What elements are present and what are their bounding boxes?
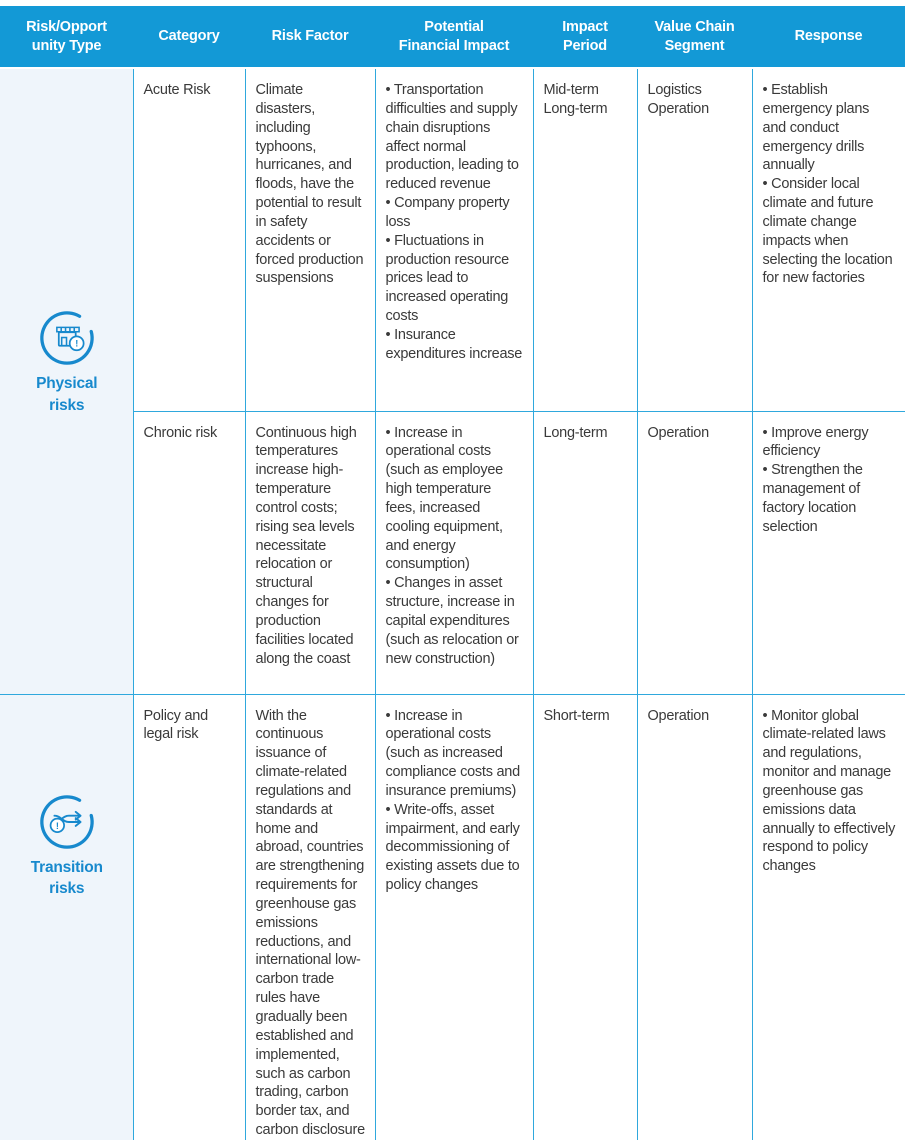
cell-impact-period: Short-term (532, 693, 638, 1140)
bullet-item: • Strengthen the management of factory l… (762, 462, 863, 535)
bullet-item: • Consider local climate and future clim… (762, 176, 893, 287)
row-chronic-risk: Chronic risk Continuous high temperature… (0, 410, 905, 695)
cell-risk-factor: Climate disasters, including typhoons, h… (244, 67, 376, 412)
cell-impact-period: Long-term (532, 410, 638, 695)
group-label-transition-risks: Transition risks (30, 858, 103, 898)
group-label-physical-risks: Physical risks (36, 375, 98, 414)
bullet-item: • Company property loss (385, 195, 510, 230)
header-category: Category (133, 6, 245, 69)
climate-risk-table: Risk/Opport unity Type Category Risk Fac… (0, 6, 905, 1140)
branching-arrows-alert-icon: ! (39, 794, 94, 849)
header-risk-factor: Risk Factor (245, 6, 375, 69)
svg-text:!: ! (75, 339, 78, 349)
cell-response: • Improve energy efficiency • Strengthen … (751, 410, 905, 695)
cell-value-chain: Operation (636, 693, 753, 1140)
group-cell-physical-risks: ! Physical risks (0, 67, 134, 695)
bullet-item: • Increase in operational costs (such as… (385, 424, 504, 573)
header-risk-opportunity-type: Risk/Opport unity Type (0, 6, 133, 69)
header-potential-financial-impact: Potential Financial Impact (375, 6, 533, 69)
cell-risk-factor: Continuous high temperatures increase hi… (244, 410, 376, 695)
svg-text:!: ! (56, 820, 59, 830)
group-cell-transition-risks: ! Transition risks (0, 693, 134, 1140)
cell-financial-impact: • Increase in operational costs (such as… (374, 410, 534, 695)
header-response: Response (752, 6, 905, 69)
row-acute-risk: ! Physical risks Acute Risk Climate disa… (0, 67, 905, 695)
bullet-item: • Insurance expenditures increase (385, 326, 523, 362)
cell-value-chain: Logistics Operation (636, 67, 753, 412)
bullet-item: • Fluctuations in production resource pr… (385, 232, 510, 325)
row-policy-legal-risk: ! Transition risks Policy and legal risk… (0, 693, 905, 1140)
store-alert-icon: ! (39, 311, 94, 365)
bullet-item: • Write-offs, asset impairment, and earl… (385, 801, 520, 894)
cell-financial-impact: • Increase in operational costs (such as… (374, 693, 534, 1140)
cell-response: • Monitor global climate-related laws an… (751, 693, 905, 1140)
bullet-item: • Changes in asset structure, increase i… (385, 575, 519, 667)
cell-impact-period: Mid-term Long-term (532, 67, 638, 412)
cell-category: Policy and legal risk (132, 693, 246, 1140)
bullet-item: • Improve energy efficiency (762, 424, 869, 460)
bullet-item: • Increase in operational costs (such as… (385, 707, 521, 799)
header-impact-period: Impact Period (533, 6, 637, 69)
table-header-row: Risk/Opport unity Type Category Risk Fac… (0, 6, 905, 69)
header-value-chain-segment: Value Chain Segment (637, 6, 752, 69)
bullet-item: • Monitor global climate-related laws an… (762, 707, 896, 875)
cell-response: • Establish emergency plans and conduct … (751, 67, 905, 412)
cell-category: Chronic risk (132, 410, 246, 695)
cell-risk-factor: With the continuous issuance of climate-… (244, 693, 376, 1140)
cell-category: Acute Risk (132, 67, 246, 412)
cell-value-chain: Operation (636, 410, 753, 695)
cell-financial-impact: • Transportation difficulties and supply… (374, 67, 534, 412)
bullet-item: • Transportation difficulties and supply… (385, 82, 519, 193)
bullet-item: • Establish emergency plans and conduct … (762, 82, 870, 174)
